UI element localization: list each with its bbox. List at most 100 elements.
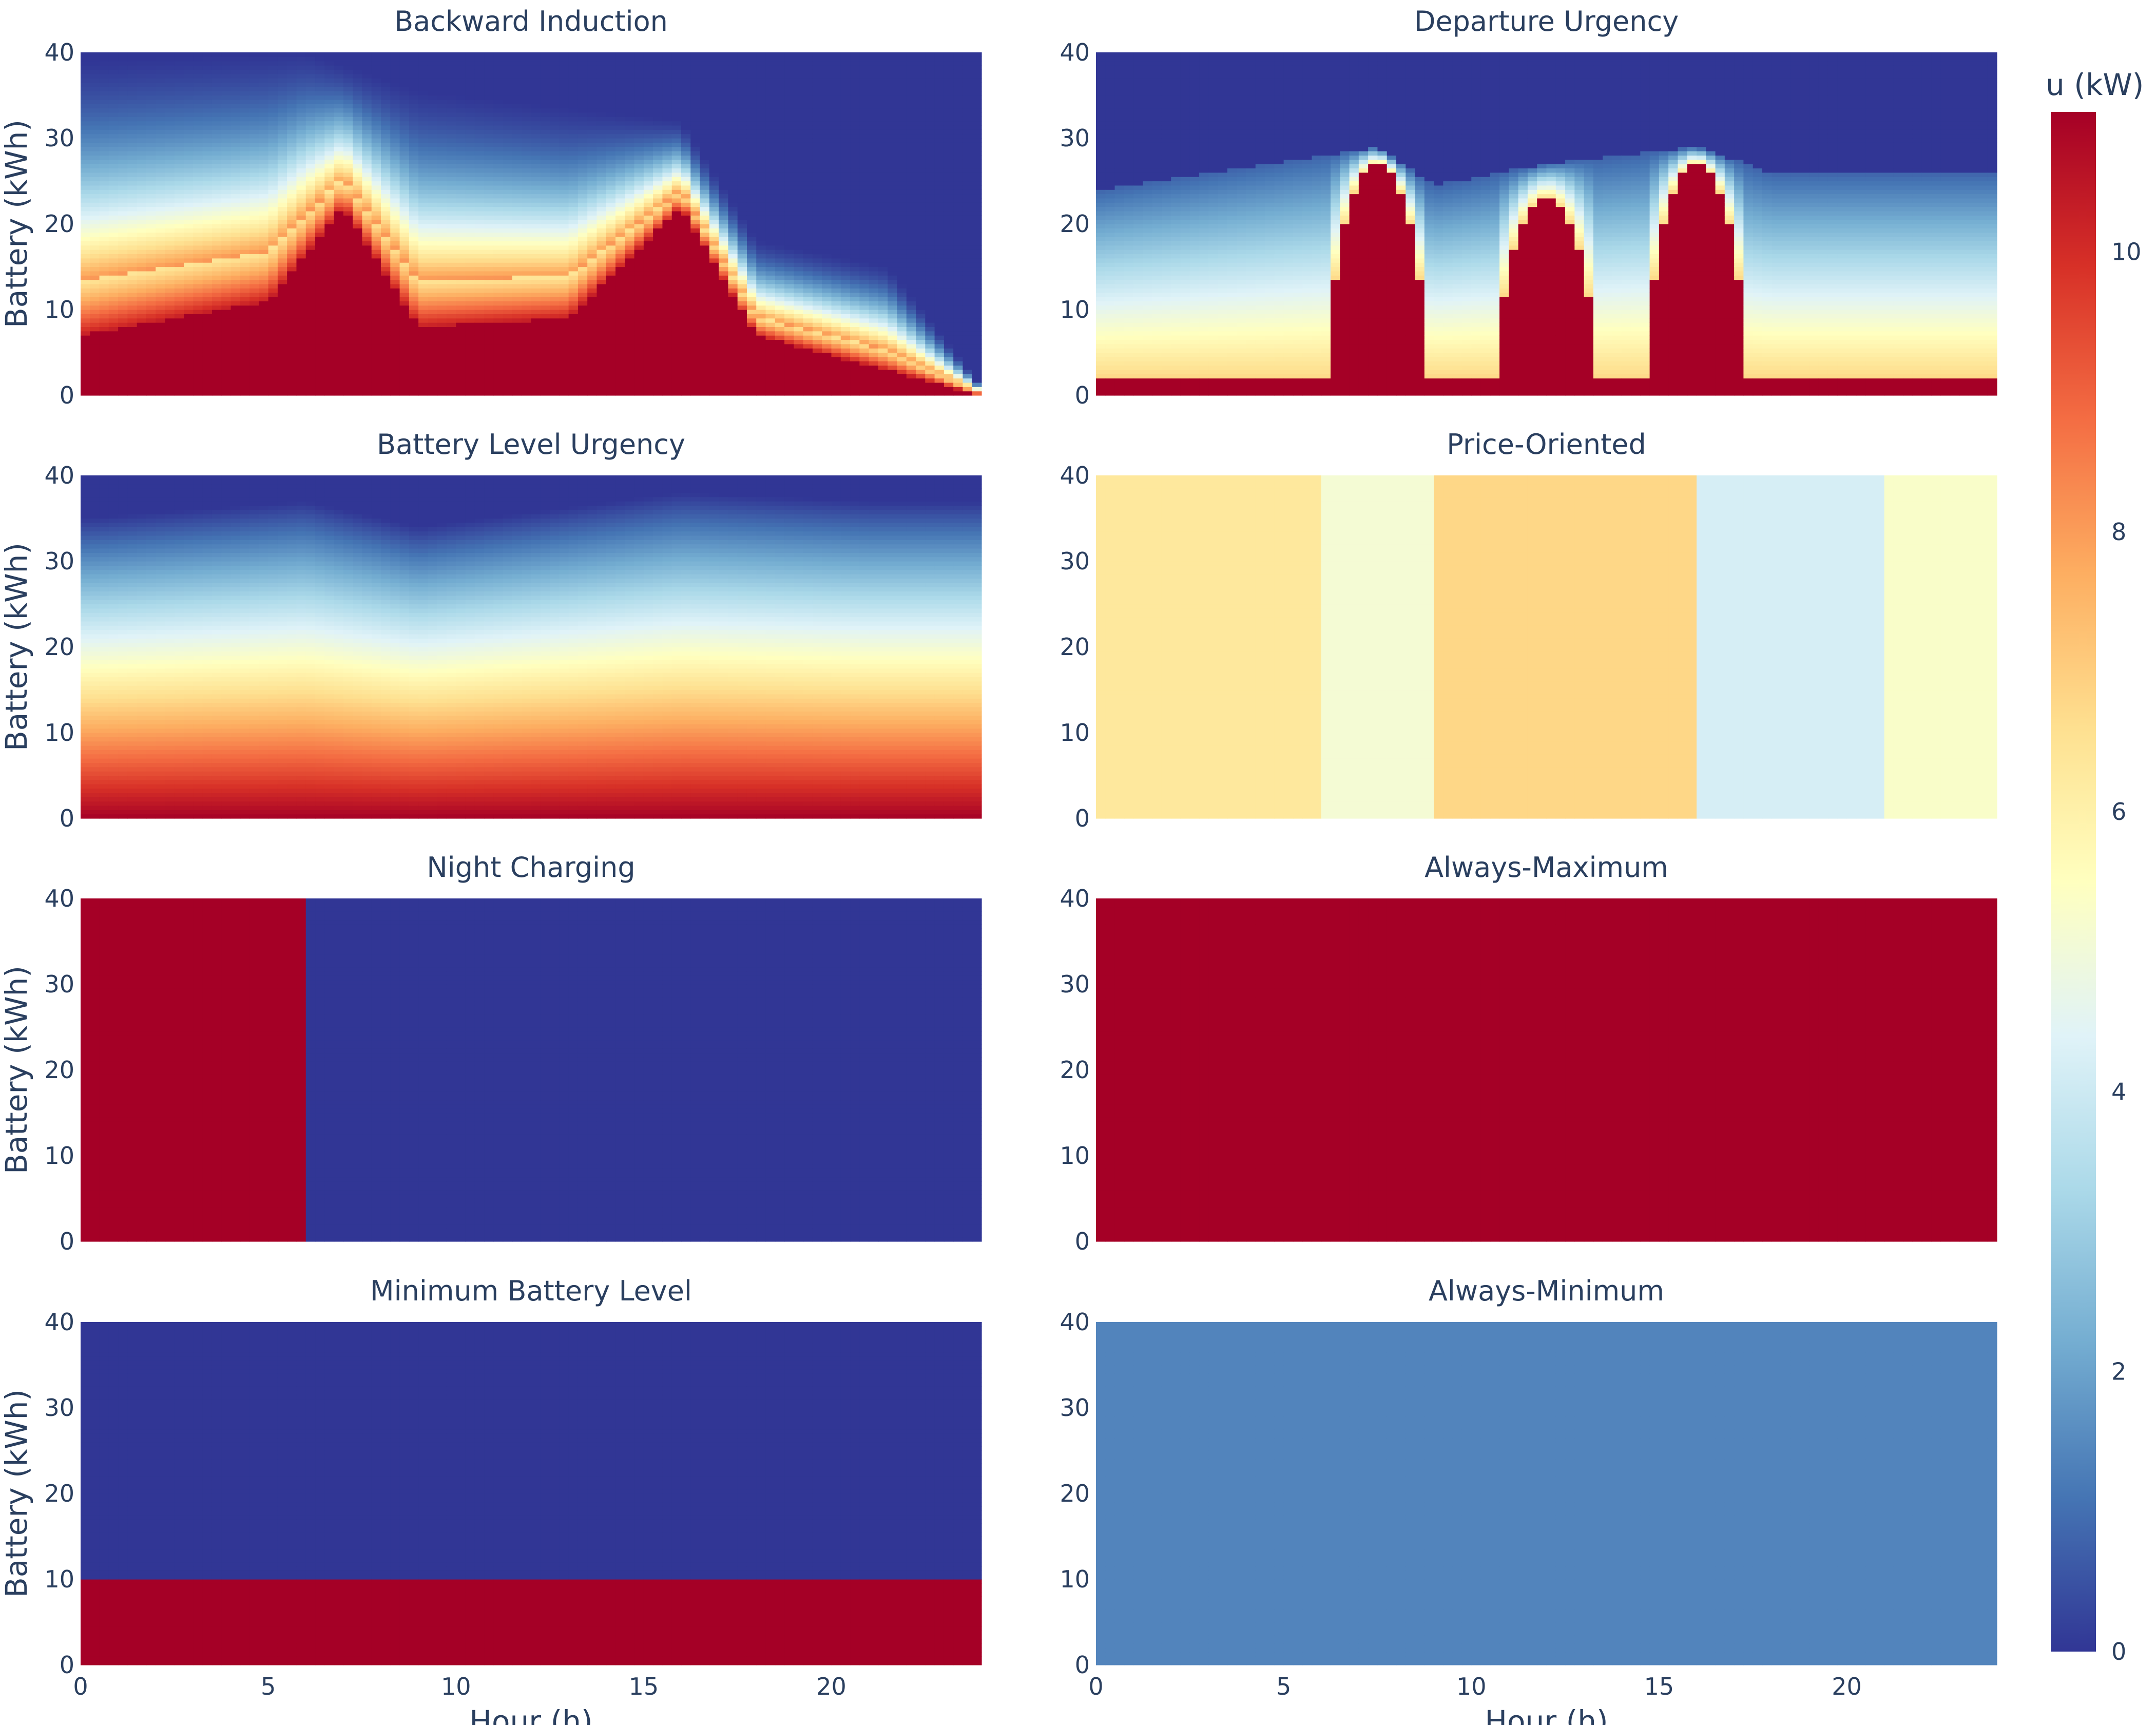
heatmap-cell [249, 228, 259, 233]
heatmap-cell [259, 194, 268, 199]
heatmap-cell [118, 87, 128, 91]
heatmap-cell [268, 211, 278, 216]
heatmap-cell [146, 241, 156, 245]
heatmap-cell [175, 151, 184, 156]
heatmap-cell [203, 339, 213, 344]
heatmap-cell [156, 91, 165, 95]
heatmap-cell [175, 284, 184, 289]
heatmap-cell [137, 297, 147, 301]
heatmap-cell [240, 353, 250, 357]
heatmap-cell [212, 271, 222, 276]
heatmap-cell [146, 142, 156, 147]
heatmap-cell [249, 160, 259, 164]
heatmap-cell [165, 353, 175, 357]
heatmap-cell [90, 202, 100, 207]
heatmap-cell [109, 181, 119, 186]
heatmap-cell [81, 164, 90, 168]
heatmap-cell [81, 52, 90, 57]
heatmap-cell [175, 267, 184, 272]
heatmap-cell [118, 207, 128, 212]
heatmap-cell [127, 129, 137, 134]
heatmap-cell [90, 271, 100, 276]
heatmap-cell [127, 100, 137, 104]
heatmap-cell [221, 335, 231, 340]
heatmap-cell [127, 65, 137, 70]
heatmap-cell [109, 52, 119, 57]
heatmap-cell [109, 91, 119, 95]
heatmap-cell [278, 361, 287, 366]
heatmap-cell [146, 177, 156, 181]
heatmap-cell [184, 108, 194, 113]
heatmap-cell [127, 370, 137, 374]
heatmap-cell [100, 164, 109, 168]
heatmap-cell [81, 382, 90, 387]
heatmap-cell [127, 271, 137, 276]
heatmap-cell [90, 335, 100, 340]
heatmap-cell [146, 361, 156, 366]
heatmap-cell [90, 224, 100, 228]
heatmap-cell [165, 82, 175, 87]
heatmap-cell [137, 267, 147, 272]
heatmap-cell [156, 164, 165, 168]
heatmap-cell [240, 147, 250, 151]
heatmap-cell [184, 121, 194, 126]
heatmap-cell [268, 147, 278, 151]
heatmap-cell [127, 310, 137, 314]
heatmap-cell [146, 65, 156, 70]
heatmap-cells [81, 52, 982, 396]
heatmap-cell [240, 335, 250, 340]
heatmap-cell [100, 366, 109, 370]
heatmap-cell [100, 138, 109, 143]
heatmap-cell [259, 258, 268, 263]
heatmap-cell [184, 237, 194, 241]
heatmap-cell [212, 202, 222, 207]
heatmap-cell [165, 168, 175, 172]
heatmap-cell [118, 194, 128, 199]
heatmap-cell [212, 121, 222, 126]
heatmap-cell [259, 112, 268, 117]
heatmap-cell [156, 189, 165, 194]
heatmap-cell [268, 335, 278, 340]
heatmap-cell [100, 322, 109, 327]
heatmap-cell [259, 233, 268, 237]
heatmap-cell [203, 215, 213, 220]
heatmap-cell [193, 151, 203, 156]
heatmap-cell [146, 108, 156, 113]
heatmap-cell [231, 293, 241, 297]
heatmap-cell [81, 250, 90, 254]
heatmap-cell [193, 211, 203, 216]
heatmap-cell [156, 194, 165, 199]
heatmap-cell [175, 142, 184, 147]
heatmap-cell [118, 228, 128, 233]
heatmap-cell [118, 387, 128, 391]
heatmap-cell [127, 293, 137, 297]
heatmap-cell [175, 65, 184, 70]
heatmap-cell [184, 129, 194, 134]
heatmap-cell [184, 331, 194, 336]
heatmap-cell [203, 233, 213, 237]
heatmap-cell [231, 142, 241, 147]
heatmap-cell [165, 65, 175, 70]
heatmap-cell [118, 237, 128, 241]
heatmap-cell [268, 250, 278, 254]
heatmap-cell [146, 387, 156, 391]
heatmap-cell [146, 305, 156, 310]
heatmap-cell [100, 198, 109, 203]
heatmap-cell [175, 331, 184, 336]
heatmap-cell [193, 202, 203, 207]
heatmap-cell [249, 370, 259, 374]
heatmap-cell [146, 366, 156, 370]
heatmap-cell [259, 245, 268, 250]
heatmap-cell [193, 95, 203, 100]
heatmap-cell [165, 254, 175, 258]
heatmap-cell [81, 121, 90, 126]
heatmap-cell [268, 121, 278, 126]
heatmap-cell [240, 172, 250, 177]
heatmap-cell [100, 233, 109, 237]
heatmap-cell [109, 258, 119, 263]
heatmap-cell [156, 177, 165, 181]
heatmap-cell [268, 353, 278, 357]
heatmap-cell [212, 129, 222, 134]
heatmap-cell [203, 138, 213, 143]
heatmap-cell [268, 74, 278, 79]
